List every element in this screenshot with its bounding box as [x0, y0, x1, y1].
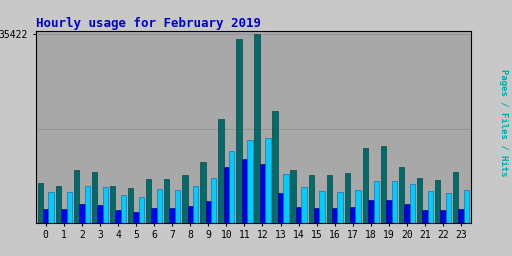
- Bar: [139, 197, 144, 223]
- Bar: [272, 111, 278, 223]
- Bar: [102, 187, 108, 223]
- Bar: [278, 194, 283, 223]
- Bar: [133, 212, 139, 223]
- Bar: [319, 191, 325, 223]
- Bar: [332, 208, 337, 223]
- Bar: [417, 178, 422, 223]
- Bar: [337, 192, 343, 223]
- Bar: [175, 190, 180, 223]
- Bar: [410, 185, 415, 223]
- Bar: [309, 175, 314, 223]
- Bar: [296, 207, 301, 223]
- Bar: [404, 204, 410, 223]
- Bar: [79, 204, 84, 223]
- Bar: [440, 210, 446, 223]
- Bar: [206, 201, 211, 223]
- Bar: [92, 172, 97, 223]
- Bar: [350, 207, 355, 223]
- Bar: [229, 151, 234, 223]
- Bar: [211, 178, 217, 223]
- Bar: [247, 140, 252, 223]
- Bar: [260, 164, 265, 223]
- Bar: [97, 205, 102, 223]
- Bar: [327, 175, 332, 223]
- Bar: [453, 172, 458, 223]
- Bar: [49, 192, 54, 223]
- Bar: [314, 208, 319, 223]
- Bar: [374, 181, 379, 223]
- Bar: [435, 180, 440, 223]
- Bar: [345, 173, 350, 223]
- Bar: [242, 159, 247, 223]
- Bar: [110, 186, 115, 223]
- Bar: [381, 146, 386, 223]
- Bar: [254, 35, 260, 223]
- Bar: [164, 179, 169, 223]
- Bar: [61, 209, 67, 223]
- Bar: [115, 210, 121, 223]
- Bar: [428, 191, 433, 223]
- Bar: [368, 200, 374, 223]
- Bar: [38, 183, 43, 223]
- Bar: [283, 174, 289, 223]
- Bar: [182, 175, 187, 223]
- Text: Hourly usage for February 2019: Hourly usage for February 2019: [36, 17, 261, 29]
- Bar: [392, 181, 397, 223]
- Bar: [301, 187, 307, 223]
- Bar: [128, 188, 133, 223]
- Bar: [224, 167, 229, 223]
- Bar: [399, 167, 404, 223]
- Bar: [422, 210, 428, 223]
- Bar: [458, 209, 464, 223]
- Bar: [146, 179, 152, 223]
- Bar: [56, 186, 61, 223]
- Bar: [200, 162, 206, 223]
- Bar: [446, 194, 451, 223]
- Bar: [386, 200, 392, 223]
- Bar: [362, 148, 368, 223]
- Text: Pages / Files / Hits: Pages / Files / Hits: [499, 69, 508, 177]
- Bar: [121, 195, 126, 223]
- Bar: [265, 138, 271, 223]
- Bar: [290, 169, 296, 223]
- Bar: [236, 39, 242, 223]
- Bar: [84, 186, 90, 223]
- Bar: [74, 169, 79, 223]
- Bar: [187, 206, 193, 223]
- Bar: [169, 208, 175, 223]
- Bar: [157, 189, 162, 223]
- Bar: [193, 186, 198, 223]
- Bar: [67, 193, 72, 223]
- Bar: [218, 119, 224, 223]
- Bar: [355, 190, 361, 223]
- Bar: [464, 190, 469, 223]
- Bar: [152, 208, 157, 223]
- Bar: [43, 209, 49, 223]
